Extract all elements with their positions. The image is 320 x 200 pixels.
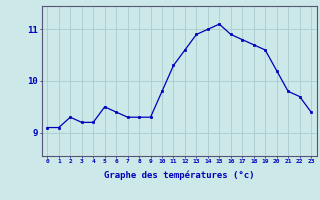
X-axis label: Graphe des températures (°c): Graphe des températures (°c) — [104, 170, 254, 180]
